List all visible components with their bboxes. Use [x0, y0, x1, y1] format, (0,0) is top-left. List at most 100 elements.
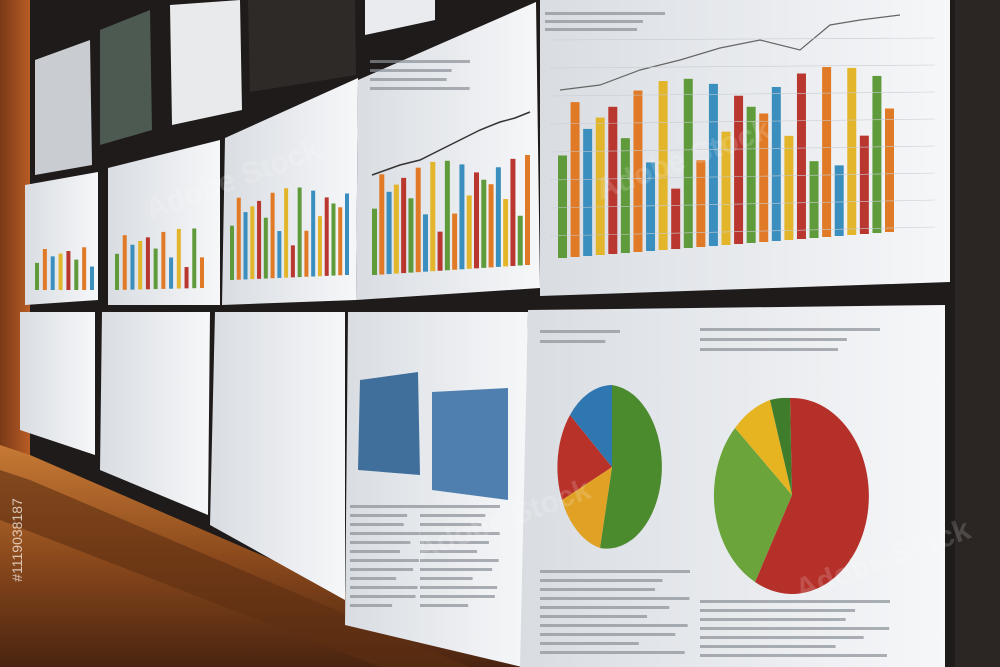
- text-blur: [700, 600, 890, 603]
- bar-decoration: [658, 81, 668, 250]
- trend-line: [371, 111, 531, 176]
- bar-decoration: [324, 197, 329, 276]
- bar-decoration: [510, 158, 516, 266]
- pie-slice: [557, 415, 612, 500]
- pie-slice: [562, 467, 612, 548]
- text-blur: [420, 559, 499, 562]
- bar-decoration: [696, 160, 706, 247]
- bar-decoration: [169, 257, 174, 289]
- text-blur: [350, 577, 397, 580]
- bar-decoration: [393, 184, 399, 274]
- bar-decoration: [284, 188, 289, 278]
- bar-decoration: [423, 214, 428, 272]
- text-blur: [545, 28, 637, 31]
- bar-decoration: [161, 231, 166, 289]
- panel: [170, 0, 242, 125]
- bar-decoration: [200, 257, 204, 288]
- bar-decoration: [401, 177, 407, 274]
- bar-decoration: [277, 231, 282, 278]
- bar-decoration: [153, 248, 158, 290]
- text-blur: [420, 550, 478, 553]
- bar-decoration: [503, 199, 509, 267]
- text-blur: [350, 586, 418, 589]
- text-blur: [420, 532, 500, 535]
- text-blur: [420, 604, 469, 607]
- text-blur: [700, 348, 838, 351]
- text-blur: [700, 636, 864, 639]
- board-edge: [955, 0, 1000, 667]
- grid-decoration: [549, 199, 936, 209]
- text-blur: [700, 645, 836, 648]
- grid-decoration: [549, 226, 936, 237]
- bar-decoration: [408, 198, 414, 273]
- panel: [100, 10, 152, 145]
- panel: [365, 0, 435, 35]
- bar-decoration: [872, 75, 882, 233]
- bar-decoration: [138, 240, 143, 290]
- text-blur: [370, 60, 470, 63]
- pie-slice: [570, 385, 612, 467]
- bar-decoration: [495, 167, 501, 267]
- text-blur: [700, 654, 887, 657]
- bar-decoration: [415, 167, 421, 273]
- bar-decoration: [746, 106, 756, 244]
- text-blur: [540, 579, 663, 582]
- watermark-id: #1119038187: [9, 498, 25, 582]
- text-blur: [420, 577, 473, 580]
- bar-decoration: [595, 117, 605, 255]
- text-blur: [350, 550, 400, 553]
- text-blur: [540, 597, 690, 600]
- bar-decoration: [885, 108, 894, 232]
- bar-decoration: [796, 73, 806, 239]
- bar-decoration: [66, 251, 71, 290]
- text-blur: [540, 651, 685, 654]
- bar-decoration: [184, 267, 189, 289]
- bar-decoration: [721, 131, 731, 245]
- bar-decoration: [784, 135, 794, 240]
- bar-decoration: [608, 106, 618, 254]
- text-blur: [420, 586, 498, 589]
- text-blur: [420, 505, 500, 508]
- text-blur: [350, 532, 420, 535]
- bar-decoration: [558, 155, 567, 258]
- text-blur: [540, 588, 655, 591]
- bar-decoration: [331, 203, 336, 276]
- bar-decoration: [192, 228, 197, 289]
- bar-decoration: [145, 237, 150, 290]
- text-blur: [540, 330, 620, 333]
- bar-decoration: [633, 90, 643, 252]
- grid-decoration: [549, 118, 936, 125]
- bar-decoration: [297, 187, 302, 278]
- bar-decoration: [42, 249, 47, 290]
- bar-decoration: [236, 197, 241, 280]
- bar-decoration: [379, 174, 385, 275]
- text-blur: [420, 541, 489, 544]
- bar-decoration: [517, 215, 523, 266]
- bar-decoration: [130, 244, 135, 290]
- bar-decoration: [459, 164, 465, 270]
- bar-decoration: [708, 83, 718, 246]
- bar-decoration: [488, 184, 494, 268]
- bar-decoration: [230, 225, 234, 280]
- map: [432, 388, 508, 500]
- bar-decoration: [525, 155, 530, 265]
- text-blur: [350, 595, 416, 598]
- pie-slice: [770, 397, 792, 495]
- text-blur: [420, 514, 486, 517]
- text-blur: [420, 595, 495, 598]
- bar-decoration: [452, 213, 458, 270]
- bar-decoration: [115, 253, 119, 290]
- text-blur: [350, 514, 408, 517]
- text-blur: [540, 642, 639, 645]
- text-blur: [350, 559, 419, 562]
- panel: [20, 312, 95, 455]
- bar-decoration: [58, 253, 63, 290]
- bar-decoration: [90, 266, 94, 290]
- pie-slice: [600, 385, 662, 549]
- bar-decoration: [444, 160, 450, 271]
- bar-decoration: [809, 161, 819, 238]
- bar-decoration: [290, 245, 295, 278]
- bar-decoration: [250, 206, 255, 280]
- bar-decoration: [847, 67, 857, 236]
